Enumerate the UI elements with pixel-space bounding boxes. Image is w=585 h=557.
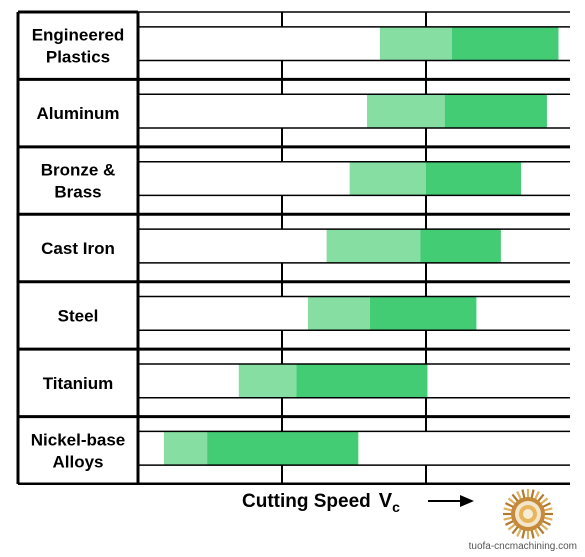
bar-dark-segment [296, 363, 428, 398]
category-label: Steel [58, 306, 99, 325]
bar-light-segment [366, 94, 445, 128]
bar-dark-segment [369, 296, 477, 331]
bar-light-segment [326, 229, 421, 263]
category-label-line: Plastics [46, 48, 110, 67]
category-label-line: Brass [54, 183, 101, 202]
watermark-text: tuofa-cncmachining.com [468, 541, 577, 552]
category-label: Cast Iron [41, 239, 115, 258]
x-axis-title: Cutting Speed Vc [242, 490, 400, 520]
x-axis-symbol: Vc [378, 490, 400, 515]
x-axis-label: Cutting Speed [242, 491, 371, 512]
bar-light-segment [238, 363, 297, 398]
bar-dark-segment [451, 26, 559, 61]
category-label-line: Titanium [43, 374, 114, 393]
category-label-line: Bronze & [41, 161, 116, 180]
bar-dark-segment [444, 94, 547, 128]
category-label-line: Aluminum [36, 104, 119, 123]
category-label: Nickel-base Alloys [31, 430, 126, 471]
bar-dark-segment [426, 161, 522, 196]
category-label: Aluminum [36, 104, 119, 123]
category-label-line: Cast Iron [41, 239, 115, 258]
chart-area: Engineered Plastics Aluminum Bronze & Brass C… [16, 10, 570, 485]
bar-light-segment [379, 26, 452, 61]
category-label-line: Nickel-base [31, 430, 126, 449]
tuofa-logo-icon [503, 489, 553, 539]
bar-dark-segment [207, 431, 359, 466]
category-label-line: Engineered [32, 26, 125, 45]
bar-light-segment [307, 296, 370, 331]
category-label: Bronze & Brass [41, 161, 116, 202]
category-label-line: Steel [58, 306, 99, 325]
bar-light-segment [349, 161, 426, 196]
bar-dark-segment [420, 229, 501, 263]
arrow-right-icon [428, 495, 474, 507]
bar-light-segment [163, 431, 208, 466]
category-label: Engineered Plastics [32, 26, 125, 67]
category-label-line: Alloys [52, 452, 103, 471]
category-label: Titanium [43, 374, 114, 393]
